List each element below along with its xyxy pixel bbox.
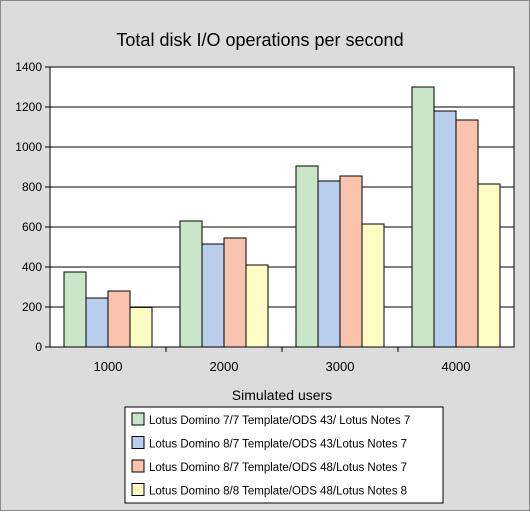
legend-label: Lotus Domino 7/7 Template/ODS 43/ Lotus … <box>149 415 410 427</box>
legend-swatch <box>131 412 145 426</box>
bar-series-3-1000 <box>107 290 131 348</box>
y-tick-label: 1000 <box>15 140 42 154</box>
bar-series-1-4000 <box>411 86 435 348</box>
bar-series-2-1000 <box>85 297 109 348</box>
legend-label: Lotus Domino 8/7 Template/ODS 43/Lotus N… <box>149 439 407 451</box>
legend-swatch <box>131 459 145 473</box>
bar-series-1-2000 <box>179 220 203 348</box>
x-tick-label: 3000 <box>326 359 355 374</box>
bar-series-4-4000 <box>477 183 501 348</box>
bar-series-1-3000 <box>295 165 319 348</box>
bar-series-2-4000 <box>433 110 457 348</box>
x-tick-label: 1000 <box>94 359 123 374</box>
bar-series-1-1000 <box>63 271 87 348</box>
bar-series-3-4000 <box>455 119 479 348</box>
x-tick-label: 2000 <box>210 359 239 374</box>
bar-series-4-1000 <box>129 306 153 348</box>
y-tick-label: 1400 <box>15 60 42 74</box>
y-tick-label: 600 <box>22 220 42 234</box>
legend: Lotus Domino 7/7 Template/ODS 43/ Lotus … <box>124 406 444 504</box>
x-axis: 1000 2000 3000 4000 <box>94 347 471 374</box>
y-tick-label: 200 <box>22 300 42 314</box>
legend-label: Lotus Domino 8/7 Template/ODS 48/Lotus N… <box>149 462 407 474</box>
y-tick-label: 800 <box>22 180 42 194</box>
y-tick-label: 400 <box>22 260 42 274</box>
x-axis-label: Simulated users <box>232 387 332 403</box>
y-tick-label: 1200 <box>15 100 42 114</box>
bar-series-3-2000 <box>223 237 247 348</box>
bars <box>63 86 501 348</box>
bar-series-3-3000 <box>339 175 363 348</box>
bar-series-4-2000 <box>245 264 269 348</box>
legend-label: Lotus Domino 8/8 Template/ODS 48/Lotus N… <box>149 486 407 498</box>
x-tick-label: 4000 <box>442 359 471 374</box>
y-tick-label: 0 <box>35 340 42 354</box>
bar-series-2-3000 <box>317 180 341 348</box>
bar-series-2-2000 <box>201 243 225 348</box>
legend-box <box>124 406 444 504</box>
chart-title: Total disk I/O operations per second <box>116 30 403 50</box>
y-axis: 0 200 400 600 800 1000 1200 1400 <box>15 60 50 354</box>
legend-swatch <box>131 436 145 449</box>
legend-swatch <box>131 483 145 496</box>
bar-series-4-3000 <box>361 223 385 348</box>
